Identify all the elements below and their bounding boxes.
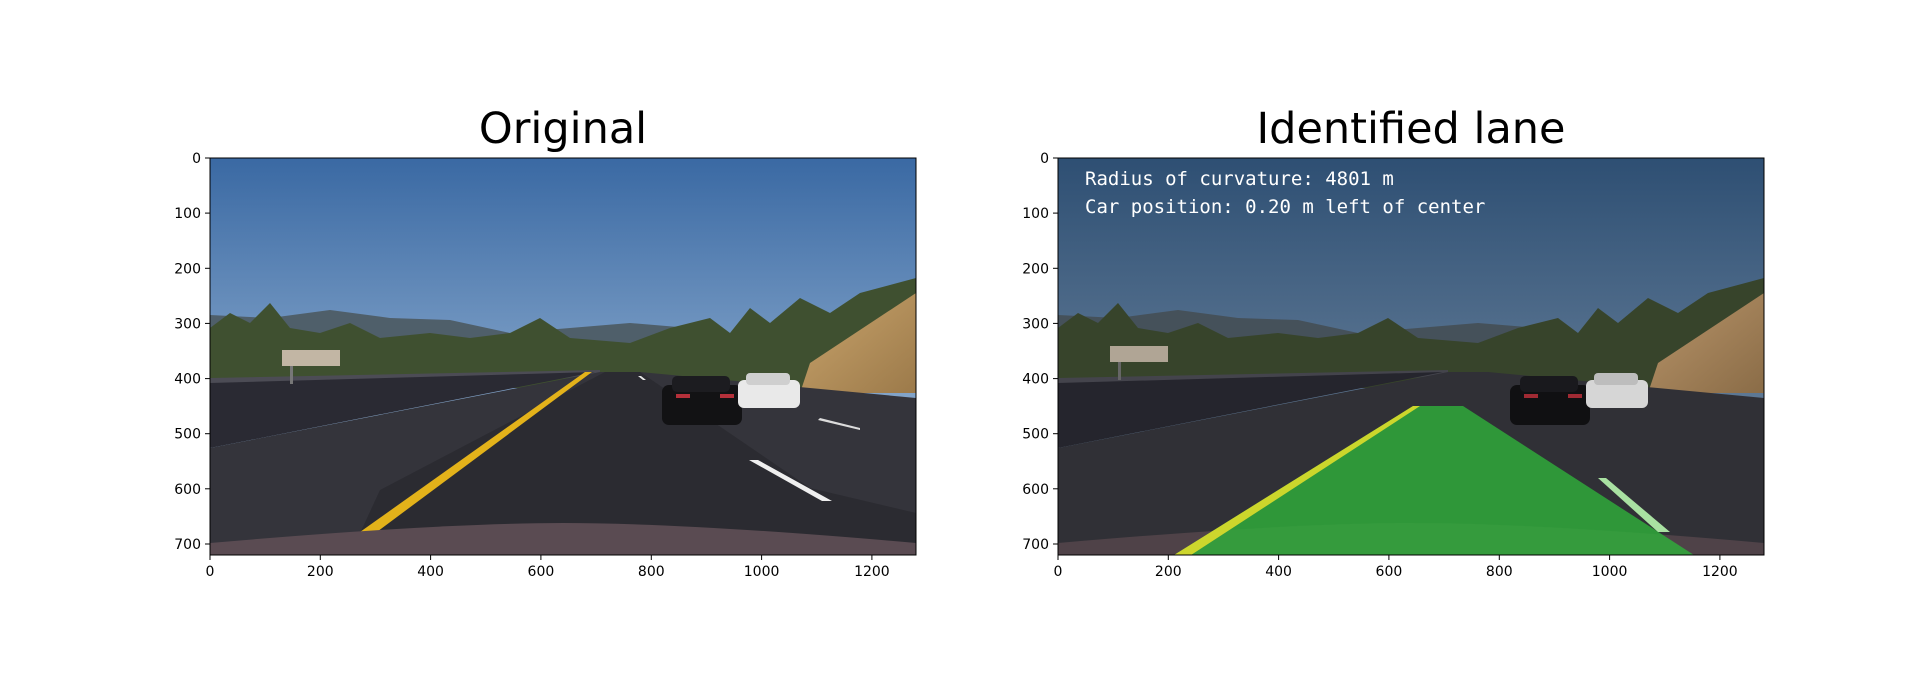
original-image-panel: Original <box>160 0 920 700</box>
left-lane-line <box>1174 406 1420 555</box>
x-tick-label: 0 <box>1054 564 1063 580</box>
y-tick-label: 100 <box>174 206 201 222</box>
x-tick-label: 600 <box>528 564 555 580</box>
y-tick-label: 700 <box>1022 537 1049 553</box>
x-tick-label: 1200 <box>854 564 890 580</box>
y-tick-label: 200 <box>174 261 201 277</box>
y-tick-label: 600 <box>174 482 201 498</box>
original-road-photo <box>210 158 916 555</box>
panel-title-original: Original <box>478 104 648 154</box>
x-tick-label: 600 <box>1376 564 1403 580</box>
y-tick-label: 300 <box>174 316 201 332</box>
x-tick-label: 800 <box>1486 564 1513 580</box>
y-tick-label: 400 <box>174 372 201 388</box>
original-image-axes: 0 200 400 600 800 1000 1200 0 100 200 30… <box>174 151 917 580</box>
right-lane-line <box>1598 478 1670 532</box>
identified-lane-axes: Radius of curvature: 4801 m Car position… <box>1022 151 1765 580</box>
x-tick-label: 1200 <box>1702 564 1738 580</box>
y-tick-label: 400 <box>1022 372 1049 388</box>
x-tick-label: 400 <box>417 564 444 580</box>
identified-lane-panel: Identified lane <box>1008 0 1768 700</box>
x-tick-label: 400 <box>1265 564 1292 580</box>
x-tick-label: 1000 <box>1592 564 1628 580</box>
y-tick-label: 0 <box>1040 151 1049 167</box>
y-tick-label: 0 <box>192 151 201 167</box>
x-tick-label: 800 <box>638 564 665 580</box>
identified-lane-photo: Radius of curvature: 4801 m Car position… <box>1058 158 1764 555</box>
y-tick-label: 300 <box>1022 316 1049 332</box>
identified-y-axis: 0 100 200 300 400 500 600 700 <box>1022 151 1058 553</box>
x-tick-label: 200 <box>307 564 334 580</box>
y-tick-label: 500 <box>174 427 201 443</box>
y-tick-label: 700 <box>174 537 201 553</box>
lane-fill-area <box>1174 406 1694 555</box>
original-y-axis: 0 100 200 300 400 500 600 700 <box>174 151 210 553</box>
y-tick-label: 200 <box>1022 261 1049 277</box>
x-tick-label: 0 <box>206 564 215 580</box>
x-tick-label: 1000 <box>744 564 780 580</box>
x-tick-label: 200 <box>1155 564 1182 580</box>
y-tick-label: 500 <box>1022 427 1049 443</box>
original-x-axis: 0 200 400 600 800 1000 1200 <box>206 555 890 580</box>
panel-title-identified-lane: Identified lane <box>1256 104 1566 154</box>
y-tick-label: 100 <box>1022 206 1049 222</box>
y-tick-label: 600 <box>1022 482 1049 498</box>
car-position-text: Car position: 0.20 m left of center <box>1085 196 1485 218</box>
radius-of-curvature-text: Radius of curvature: 4801 m <box>1085 168 1394 190</box>
identified-x-axis: 0 200 400 600 800 1000 1200 <box>1054 555 1738 580</box>
